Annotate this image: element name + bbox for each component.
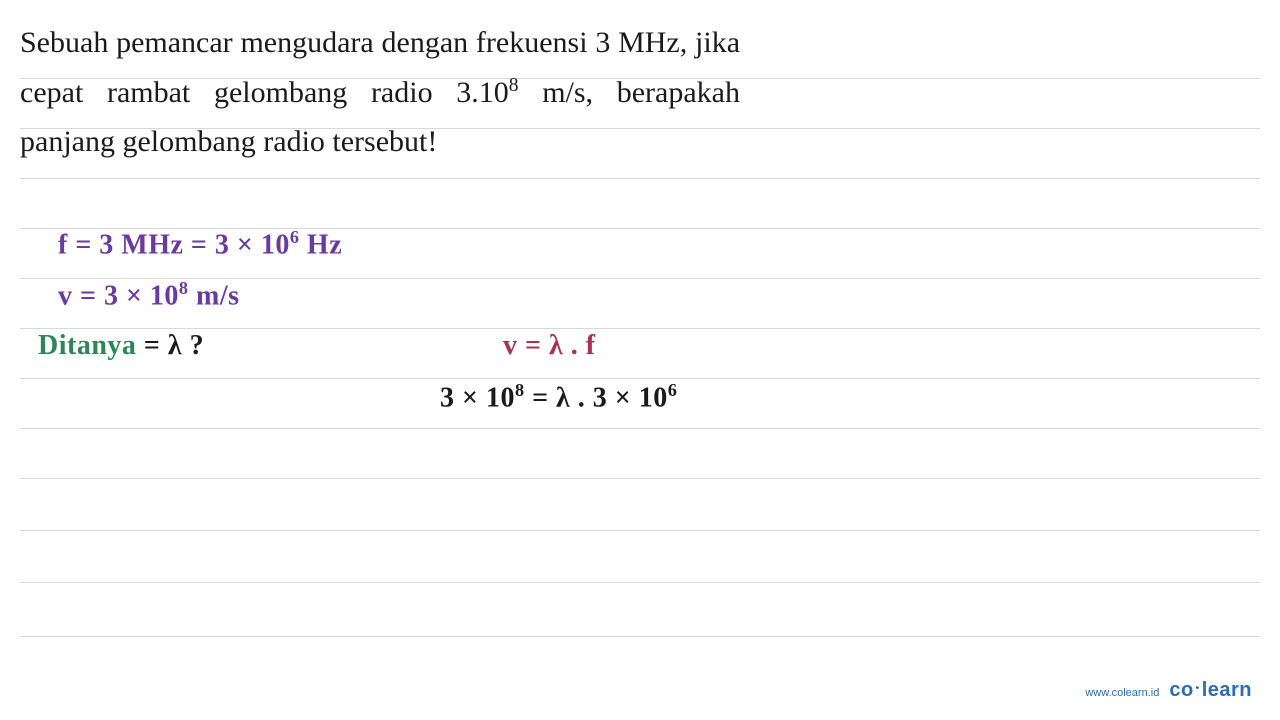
vel-text-a: v = 3 × 10	[58, 280, 179, 311]
logo-dot-icon: •	[1196, 683, 1200, 694]
freq-text-b: Hz	[299, 229, 342, 260]
problem-superscript: 8	[509, 75, 519, 96]
calc-sup1: 8	[515, 380, 525, 400]
handwritten-ditanya: Ditanya = λ ?	[38, 330, 204, 362]
footer: www.colearn.id co•learn	[1085, 679, 1252, 702]
formula-text: v = λ . f	[503, 330, 596, 361]
calc-b: = λ . 3 × 10	[525, 382, 668, 413]
handwritten-given-frequency: f = 3 MHz = 3 × 106 Hz	[58, 227, 342, 261]
vel-text-b: m/s	[189, 280, 240, 311]
calc-a: 3 × 10	[440, 382, 515, 413]
vel-sup: 8	[179, 278, 189, 298]
ditanya-label: Ditanya	[38, 330, 136, 361]
logo-part-a: co	[1169, 679, 1193, 701]
footer-url: www.colearn.id	[1085, 687, 1159, 699]
problem-line-3b: m/s, berapakah	[519, 76, 740, 109]
problem-line-4: panjang gelombang radio tersebut!	[20, 125, 437, 158]
problem-line-3a: gelombang radio 3.10	[214, 76, 509, 109]
calc-sup2: 6	[668, 380, 678, 400]
freq-sup: 6	[290, 227, 300, 247]
problem-statement: Sebuah pemancar mengudara dengan frekuen…	[20, 18, 740, 167]
logo-part-b: learn	[1202, 679, 1252, 701]
ditanya-rest: = λ ?	[136, 330, 204, 361]
handwritten-formula: v = λ . f	[503, 330, 596, 362]
handwritten-given-velocity: v = 3 × 108 m/s	[58, 278, 240, 312]
problem-line-1: Sebuah pemancar mengudara dengan	[20, 26, 468, 59]
colearn-logo: co•learn	[1169, 679, 1252, 702]
handwritten-calculation: 3 × 108 = λ . 3 × 106	[440, 380, 677, 414]
freq-text-a: f = 3 MHz = 3 × 10	[58, 229, 290, 260]
